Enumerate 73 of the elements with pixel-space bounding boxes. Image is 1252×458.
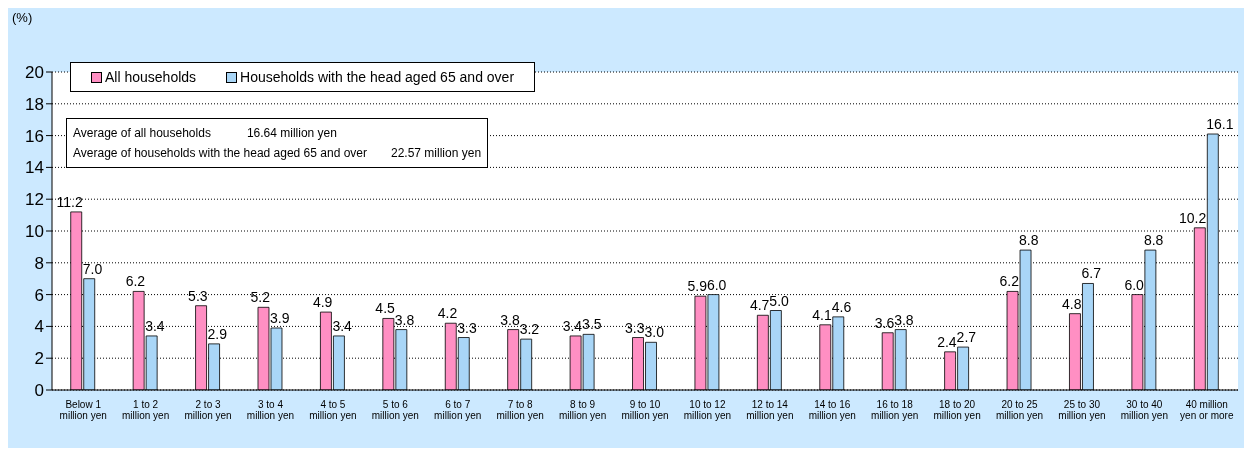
data-label: 6.2 — [999, 273, 1020, 290]
y-tick-label: 20 — [25, 63, 44, 83]
x-tick-label: 4 to 5 million yen — [309, 399, 357, 421]
data-label: 3.4 — [332, 317, 353, 334]
data-label: 4.6 — [831, 298, 852, 315]
data-label: 6.0 — [1124, 276, 1145, 293]
data-label: 3.8 — [894, 311, 914, 328]
x-tick-label: 16 to 18 million yen — [871, 399, 919, 421]
data-label: 4.8 — [1061, 295, 1082, 312]
y-tick-label: 16 — [25, 126, 44, 146]
x-tick-label: 18 to 20 million yen — [933, 399, 981, 421]
y-tick-label: 0 — [34, 381, 44, 401]
data-label: 4.5 — [375, 300, 396, 317]
data-label: 5.0 — [769, 292, 790, 309]
data-label: 3.9 — [269, 309, 290, 326]
y-tick-label: 12 — [25, 190, 44, 210]
annotation: Average of all households 16.64 million yen — [73, 125, 338, 142]
y-tick-label: 14 — [25, 158, 44, 178]
data-label: 6.0 — [706, 276, 727, 293]
data-label: 3.8 — [394, 311, 415, 328]
y-tick-label: 8 — [34, 253, 44, 273]
x-tick-label: 14 to 16 million yen — [808, 399, 856, 421]
data-label: 3.2 — [519, 321, 540, 338]
legend-label: Households with the head aged 65 and over — [239, 69, 515, 85]
data-label: 4.7 — [749, 297, 770, 314]
data-label: 2.7 — [956, 329, 977, 346]
data-label: 8.8 — [1019, 232, 1039, 249]
x-tick-label: 40 million yen or more — [1180, 399, 1234, 421]
x-tick-label: 1 to 2 million yen — [122, 399, 170, 421]
data-label: 6.7 — [1081, 265, 1102, 282]
data-label: 3.8 — [500, 311, 520, 328]
y-axis-title: (%) — [12, 10, 33, 25]
data-label: 5.3 — [188, 287, 208, 304]
x-tick-label: 12 to 14 million yen — [746, 399, 794, 421]
annotation: Average of households with the head aged 65 and over 22.57 million yen — [73, 145, 482, 162]
x-tick-label: Below 1 million yen — [59, 399, 107, 421]
x-tick-label: 10 to 12 million yen — [683, 399, 732, 421]
data-label: 3.3 — [625, 319, 645, 336]
x-tick-label: 8 to 9 million yen — [558, 399, 607, 421]
data-label: 11.2 — [56, 193, 83, 210]
data-label: 4.2 — [437, 305, 458, 322]
x-tick-label: 30 to 40 million yen — [1120, 399, 1168, 421]
x-tick-label: 20 to 25 million yen — [995, 399, 1044, 421]
data-label: 2.9 — [207, 325, 228, 342]
data-label: 8.8 — [1143, 232, 1164, 249]
data-label: 16.1 — [1206, 116, 1234, 133]
data-label: 3.0 — [644, 324, 665, 341]
data-label: 5.2 — [250, 289, 271, 306]
legend-label: All households — [104, 69, 197, 85]
y-tick-label: 10 — [25, 222, 44, 242]
x-tick-label: 2 to 3 million yen — [184, 399, 232, 421]
x-tick-label: 9 to 10 million yen — [621, 399, 669, 421]
data-label: 2.4 — [937, 333, 957, 350]
data-label: 3.6 — [874, 314, 895, 331]
data-label: 3.4 — [562, 317, 583, 334]
data-label: 3.3 — [457, 319, 477, 336]
x-tick-label: 5 to 6 million yen — [371, 399, 419, 421]
data-label: 3.5 — [582, 316, 602, 333]
data-label: 3.4 — [145, 317, 165, 334]
data-label: 4.1 — [812, 306, 832, 323]
y-tick-label: 18 — [25, 94, 44, 114]
data-label: 6.2 — [125, 273, 146, 290]
x-tick-label: 6 to 7 million yen — [434, 399, 482, 421]
data-label: 5.9 — [687, 278, 708, 295]
data-label: 4.9 — [312, 294, 333, 311]
data-label: 7.0 — [82, 260, 103, 277]
y-tick-label: 6 — [34, 285, 44, 305]
y-tick-label: 4 — [34, 317, 44, 337]
x-tick-label: 7 to 8 million yen — [496, 399, 544, 421]
x-tick-label: 25 to 30 million yen — [1058, 399, 1106, 421]
x-tick-label: 3 to 4 million yen — [246, 399, 295, 421]
y-tick-label: 2 — [34, 349, 44, 369]
data-label: 10.2 — [1179, 209, 1207, 226]
